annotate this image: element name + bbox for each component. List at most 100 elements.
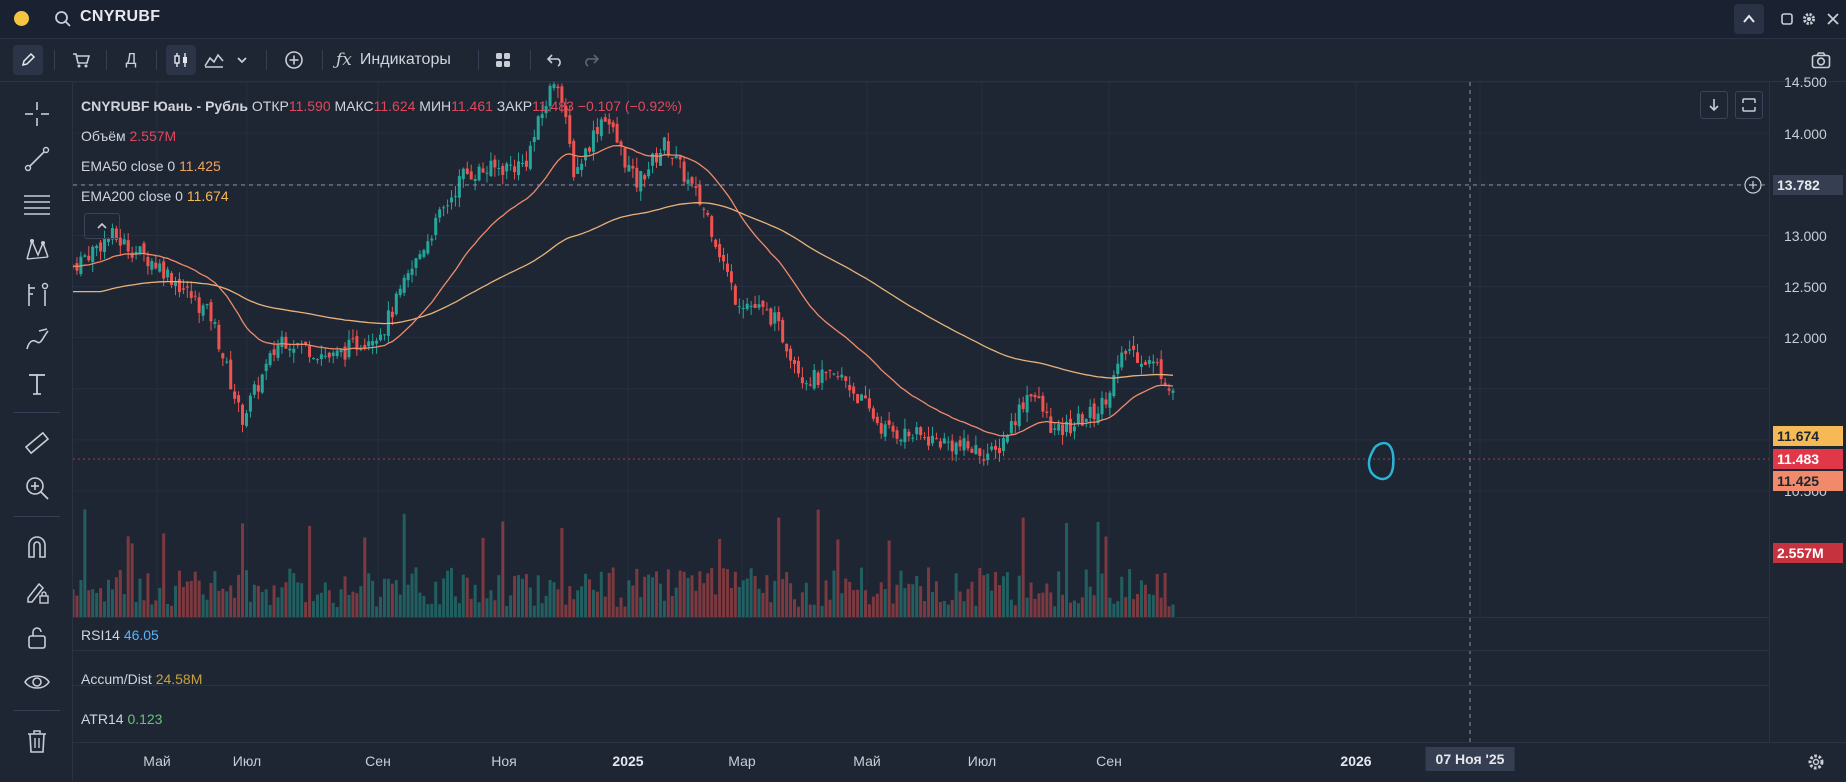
candle-body [1116, 363, 1120, 375]
candle-body [272, 349, 276, 355]
fullscreen-button[interactable] [1735, 91, 1763, 119]
pane-separator [73, 617, 1769, 618]
gear-icon[interactable] [1798, 4, 1820, 34]
volume-bar [469, 598, 473, 617]
volume-bar [256, 585, 260, 617]
volume-bar [785, 572, 789, 617]
camera-icon[interactable] [1806, 45, 1836, 75]
area-chart-icon[interactable] [200, 45, 228, 75]
candles-icon[interactable] [166, 45, 196, 75]
zoom-in-icon[interactable] [18, 469, 56, 507]
undo-icon[interactable] [540, 45, 570, 75]
volume-bar [556, 589, 560, 617]
volume-bar [576, 590, 580, 617]
volume-bar [879, 582, 883, 617]
time-axis[interactable]: МайИюлСенНоя2025МарМайИюлСен2026Мар 07 Н… [73, 742, 1846, 782]
volume-bar [126, 536, 130, 617]
crosshair-icon[interactable] [18, 95, 56, 133]
fib-lines-icon[interactable] [18, 185, 56, 223]
pattern-icon[interactable] [18, 230, 56, 268]
volume-bar [158, 587, 162, 617]
brush-icon[interactable] [18, 320, 56, 358]
volume-bar [1021, 517, 1025, 617]
volume-bar [1100, 573, 1104, 617]
volume-bar [1013, 605, 1017, 617]
eye-icon[interactable] [18, 663, 56, 701]
volume-bar [473, 584, 477, 617]
volume-bar [449, 567, 453, 617]
lock-drawing-icon[interactable] [18, 573, 56, 611]
chevron-down-icon[interactable] [232, 45, 252, 75]
restore-window-icon[interactable] [1776, 4, 1798, 34]
volume-bar [793, 599, 797, 617]
volume-bar [986, 573, 990, 617]
candle-body [1013, 421, 1017, 426]
volume-bar [808, 604, 812, 617]
candle-body [1120, 352, 1124, 368]
close-icon[interactable] [1820, 4, 1846, 34]
gear-icon[interactable] [1807, 753, 1825, 771]
volume-bar [174, 585, 178, 617]
grid-lines [73, 82, 1769, 617]
price-axis[interactable]: 14.50014.00013.50013.00012.50012.00011.0… [1769, 74, 1846, 742]
volume-bar [970, 581, 974, 617]
volume-bar [335, 606, 339, 617]
chevron-up-icon[interactable] [1734, 4, 1764, 34]
cart-icon[interactable] [66, 45, 96, 75]
candle-body [205, 304, 209, 306]
crosshair-date-badge: 07 Ноя '25 [1425, 747, 1515, 771]
ruler-icon[interactable] [18, 424, 56, 462]
search-icon[interactable] [54, 10, 72, 28]
volume-bar [930, 591, 934, 617]
trash-icon[interactable] [18, 722, 56, 760]
magnet-icon[interactable] [18, 528, 56, 566]
candle-body [710, 216, 714, 237]
price-chart[interactable] [73, 82, 1769, 742]
volume-bar [319, 592, 323, 617]
candle-body [225, 361, 229, 363]
prediction-icon[interactable] [18, 275, 56, 313]
candle-body [114, 228, 118, 240]
candle-body [1112, 375, 1116, 397]
volume-bar [572, 599, 576, 617]
candle-body [942, 438, 946, 444]
layout-grid-icon[interactable] [488, 45, 518, 75]
scroll-to-end-button[interactable] [1700, 91, 1728, 119]
candle-body [674, 155, 678, 159]
candle-body [1049, 416, 1053, 433]
candle-body [595, 127, 599, 135]
candle-body [308, 345, 312, 358]
candle-body [994, 445, 998, 450]
candle-body [394, 293, 398, 315]
unlock-icon[interactable] [18, 618, 56, 656]
candle-body [923, 437, 927, 439]
text-icon[interactable] [18, 365, 56, 403]
candle-body [509, 164, 513, 166]
interval-button[interactable]: Д [125, 51, 137, 68]
volume-bar [134, 601, 138, 617]
candle-body [576, 167, 580, 174]
volume-bar [114, 577, 118, 617]
volume-bar [501, 521, 505, 617]
rsi-legend: RSI14 46.05 [81, 627, 159, 643]
candle-body [540, 114, 544, 119]
pencil-icon[interactable] [13, 45, 43, 75]
trend-line-icon[interactable] [18, 140, 56, 178]
volume-bar [79, 580, 83, 617]
collapse-legend-button[interactable] [84, 213, 120, 239]
candle-body [469, 171, 473, 180]
indicators-button[interactable]: ƒx Индикаторы [336, 45, 466, 75]
candle-body [118, 237, 122, 246]
symbol-search-input[interactable]: CNYRUBF [80, 8, 161, 25]
add-circle-icon[interactable] [279, 45, 309, 75]
volume-bar [887, 540, 891, 617]
volume-bar [627, 580, 631, 617]
candle-body [1061, 424, 1065, 436]
candle-body [402, 277, 406, 293]
volume-bar [197, 580, 201, 617]
redo-icon[interactable] [576, 45, 606, 75]
candle-body [130, 252, 134, 258]
volume-bar [1072, 600, 1076, 617]
candle-body [1088, 406, 1092, 418]
volume-bar [1049, 592, 1053, 617]
